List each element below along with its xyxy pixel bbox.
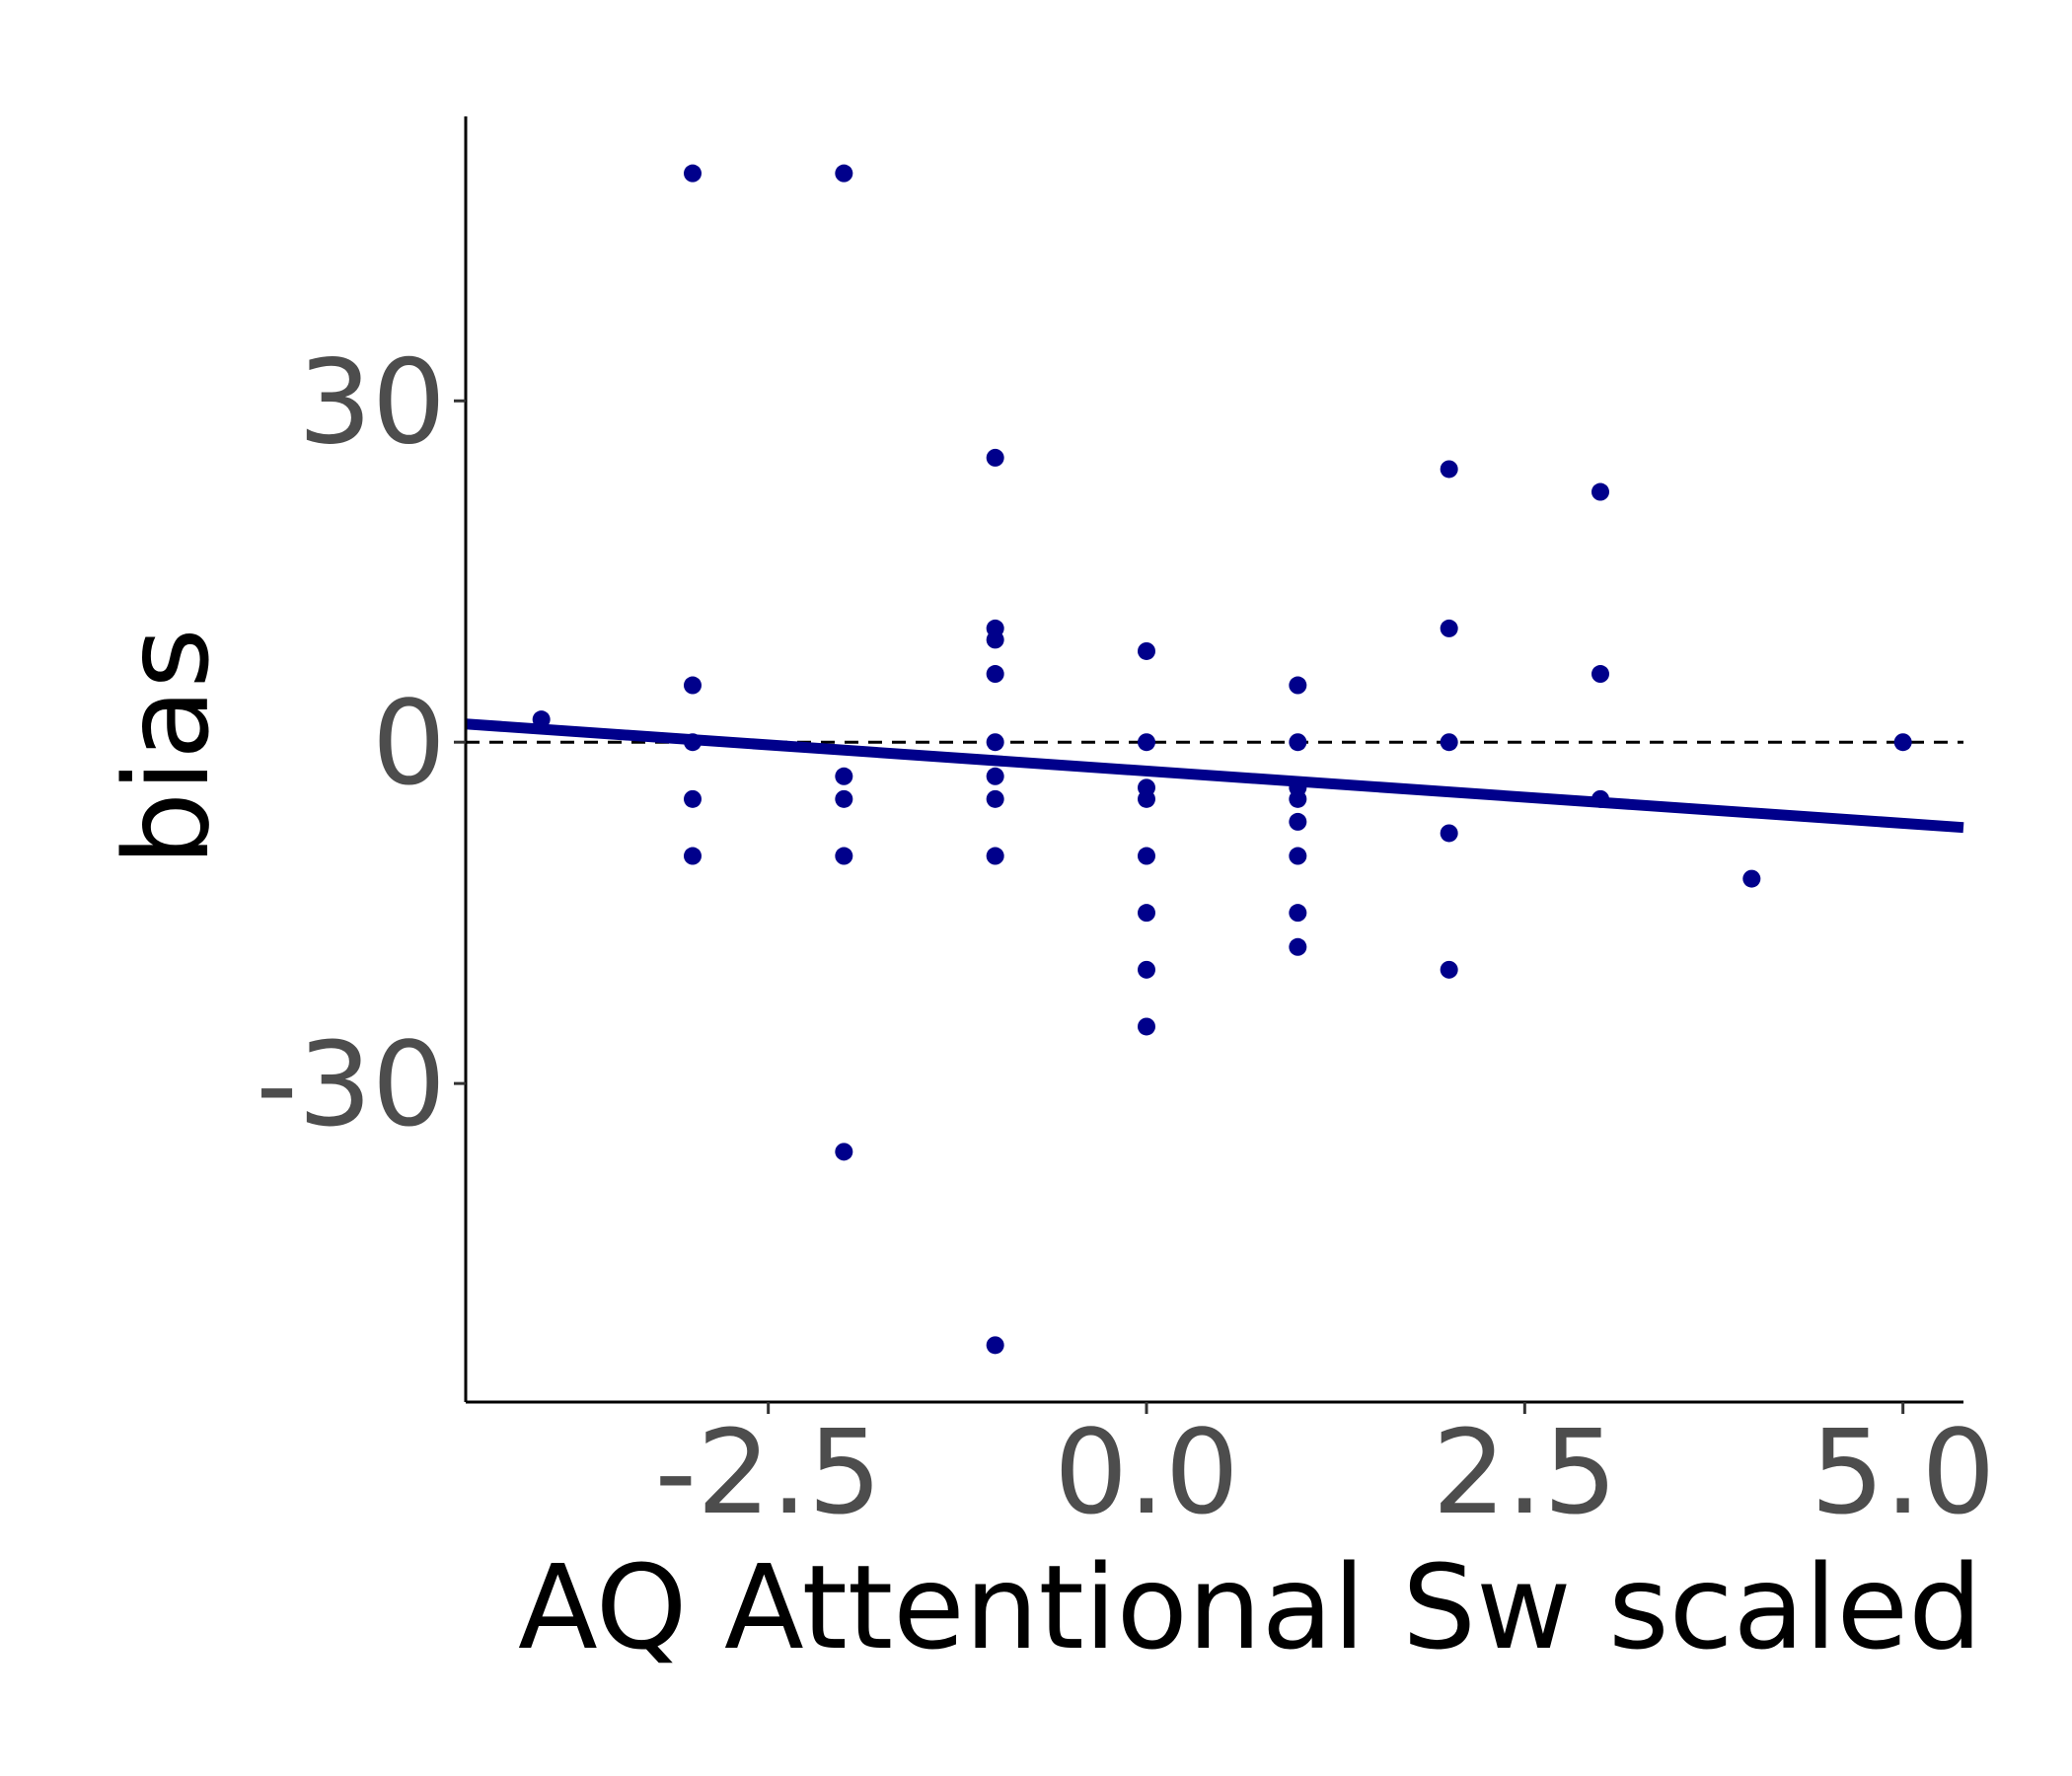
data-point (1138, 1017, 1155, 1036)
regression-line-layer (465, 718, 1964, 834)
data-point (684, 733, 702, 752)
data-point (1742, 869, 1761, 888)
data-point (1591, 665, 1609, 684)
data-point (1440, 824, 1458, 843)
data-point (1289, 789, 1307, 808)
data-point (986, 733, 1004, 752)
y-tick-label: 30 (298, 333, 446, 470)
data-point (1591, 789, 1609, 808)
data-point (835, 164, 853, 183)
data-point (684, 164, 702, 183)
x-tick-label: 0.0 (1054, 1404, 1239, 1540)
data-point (986, 630, 1004, 649)
y-tick-label: 0 (372, 675, 446, 811)
data-point (1440, 960, 1458, 979)
data-point (1138, 847, 1155, 865)
data-point (835, 1143, 853, 1161)
y-tick-label: -30 (256, 1016, 446, 1152)
x-axis-label: AQ Attentional Sw scaled (518, 1539, 1982, 1675)
data-point (1138, 641, 1155, 660)
x-tick-label: 2.5 (1432, 1404, 1617, 1540)
data-point (835, 847, 853, 865)
axes-layer: -2.5 0.0 2.5 5.0 -30 0 30 (256, 116, 1996, 1540)
data-point (684, 789, 702, 808)
data-point (1289, 812, 1307, 831)
y-axis-label: bias (99, 628, 235, 865)
data-point (1591, 482, 1609, 501)
data-point (986, 665, 1004, 684)
data-point (1893, 733, 1912, 752)
data-point (1289, 676, 1307, 695)
x-tick-label: 5.0 (1811, 1404, 1996, 1540)
data-point (1440, 733, 1458, 752)
points-layer (532, 164, 1912, 1355)
data-point (1440, 619, 1458, 637)
data-point (684, 847, 702, 865)
data-point (986, 448, 1004, 467)
data-point (532, 710, 551, 729)
data-point (1138, 960, 1155, 979)
data-point (1289, 733, 1307, 752)
data-point (1289, 904, 1307, 923)
data-point (1289, 847, 1307, 865)
regression-line (465, 718, 1964, 834)
data-point (684, 676, 702, 695)
data-point (986, 767, 1004, 785)
data-point (986, 847, 1004, 865)
data-point (986, 789, 1004, 808)
data-point (1289, 937, 1307, 956)
data-point (835, 767, 853, 785)
x-tick-label: -2.5 (655, 1404, 882, 1540)
data-point (1138, 904, 1155, 923)
data-point (986, 1336, 1004, 1355)
data-point (1440, 460, 1458, 479)
data-point (1138, 789, 1155, 808)
data-point (1138, 733, 1155, 752)
data-point (835, 789, 853, 808)
